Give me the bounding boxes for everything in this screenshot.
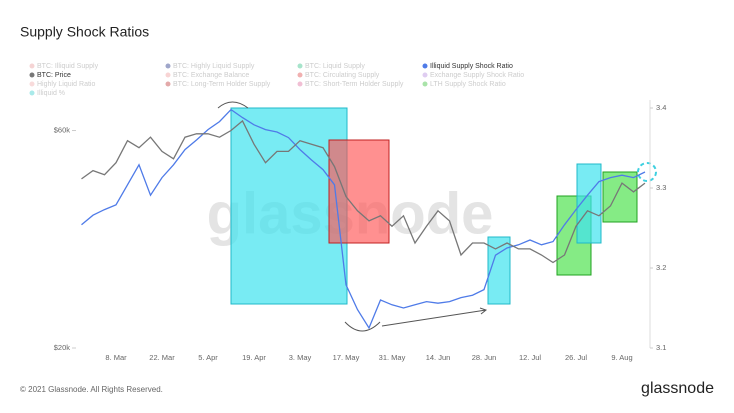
legend-marker	[165, 81, 171, 87]
legend-marker	[422, 63, 428, 69]
highlight-box	[230, 107, 348, 305]
x-tick-label: 9. Aug	[611, 353, 632, 362]
legend-marker	[297, 72, 303, 78]
legend-marker	[165, 63, 171, 69]
x-tick-label: 14. Jun	[426, 353, 451, 362]
legend-label: Illiquid %	[37, 90, 65, 97]
y2-tick-label: 3.3	[656, 183, 666, 192]
legend-label: BTC: Illiquid Supply	[37, 63, 99, 70]
chart-title: Supply Shock Ratios	[20, 24, 149, 40]
legend-marker	[29, 72, 35, 78]
x-tick-label: 3. May	[289, 353, 312, 362]
legend-label: BTC: Short-Term Holder Supply	[305, 81, 404, 88]
legend-label: BTC: Circulating Supply	[305, 72, 380, 79]
legend-label: Illiquid Supply Shock Ratio	[430, 63, 513, 70]
legend-marker	[422, 81, 428, 87]
x-tick-label: 17. May	[333, 353, 360, 362]
legend-marker	[29, 81, 35, 87]
x-tick-label: 12. Jul	[519, 353, 541, 362]
arc-marker	[344, 321, 381, 332]
x-tick-label: 19. Apr	[242, 353, 266, 362]
legend-label: BTC: Liquid Supply	[305, 63, 365, 70]
data-line	[81, 108, 646, 330]
x-tick-label: 28. Jun	[472, 353, 497, 362]
legend-label: BTC: Highly Liquid Supply	[173, 63, 255, 70]
highlight-box	[602, 171, 638, 223]
highlight-box	[328, 139, 390, 244]
x-tick-label: 31. May	[379, 353, 406, 362]
data-line	[81, 119, 646, 264]
logo: glassnode	[641, 380, 714, 397]
legend-marker	[29, 90, 35, 96]
x-tick-label: 5. Apr	[198, 353, 218, 362]
annotations	[217, 101, 657, 332]
circle-marker	[637, 162, 657, 182]
legend-marker	[297, 81, 303, 87]
x-tick-label: 22. Mar	[149, 353, 175, 362]
arc-marker	[217, 101, 249, 109]
y2-tick-label: 3.4	[656, 103, 666, 112]
y-tick-label: $20k	[54, 343, 71, 352]
x-tick-label: 8. Mar	[105, 353, 127, 362]
footer: © 2021 Glassnode. All Rights Reserved.	[20, 385, 163, 394]
highlight-box	[487, 236, 511, 305]
legend-label: Exchange Supply Shock Ratio	[430, 72, 524, 79]
x-tick-label: 26. Jul	[565, 353, 587, 362]
legend-label: LTH Supply Shock Ratio	[430, 81, 506, 88]
legend-label: BTC: Price	[37, 72, 71, 79]
y-tick-label: $60k	[54, 126, 71, 135]
legend-label: BTC: Exchange Balance	[173, 72, 249, 79]
legend-marker	[165, 72, 171, 78]
legend-label: BTC: Long-Term Holder Supply	[173, 81, 271, 88]
legend-label: Highly Liquid Ratio	[37, 81, 95, 88]
y2-tick-label: 3.1	[656, 343, 666, 352]
legend-marker	[297, 63, 303, 69]
y2-tick-label: 3.2	[656, 263, 666, 272]
legend-marker	[29, 63, 35, 69]
trend-arrow	[381, 307, 488, 327]
legend-marker	[422, 72, 428, 78]
